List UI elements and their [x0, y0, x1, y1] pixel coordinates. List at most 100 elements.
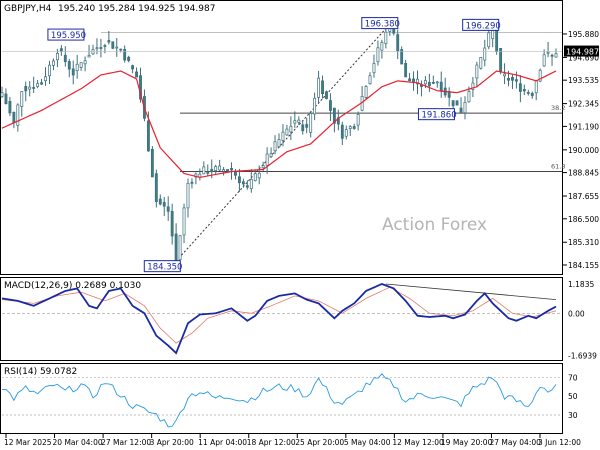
- macd-label: MACD(12,26,9) 0.2689 0.1030: [4, 281, 141, 291]
- candle-body: [75, 63, 79, 72]
- candle-body: [427, 82, 431, 87]
- candle-body: [63, 54, 67, 63]
- candle-body: [135, 71, 138, 78]
- candle-body: [550, 54, 554, 57]
- candle-body: [79, 62, 83, 68]
- price-tick-label: 193.535: [568, 76, 599, 85]
- candle-body: [154, 173, 158, 202]
- candle-body: [297, 119, 301, 123]
- candle-body: [487, 32, 491, 48]
- candle-body: [499, 47, 503, 72]
- candle-body: [511, 76, 514, 81]
- candle-body: [435, 81, 439, 84]
- candle-body: [542, 54, 546, 67]
- x-tick-label: 12 Mar 2025: [4, 438, 52, 447]
- candle-body: [408, 78, 412, 82]
- candle-body: [234, 171, 237, 176]
- candle-body: [36, 83, 40, 87]
- candle-body: [431, 82, 435, 84]
- rsi-panel: [0, 363, 563, 434]
- candle-body: [158, 198, 162, 205]
- candle-body: [475, 64, 479, 79]
- candle-body: [12, 111, 16, 124]
- candle-body: [131, 65, 135, 70]
- last-price-label: 194.987: [566, 48, 599, 57]
- price-level-label-box: [462, 18, 500, 31]
- candle-body: [127, 56, 131, 61]
- rsi-label: RSI(14) 59.0782: [4, 367, 77, 377]
- price-tick-label: 188.845: [568, 169, 599, 178]
- price-level-label: 196.290: [466, 21, 501, 31]
- price-level-label: 195.950: [51, 31, 86, 41]
- symbol-label: GBPJPY,H4: [4, 4, 52, 14]
- candle-body: [503, 73, 506, 77]
- candle-body: [329, 100, 332, 111]
- candle-body: [210, 168, 214, 173]
- macd-tick-label: -1.6939: [568, 351, 597, 360]
- signal-line: [1, 286, 557, 344]
- moving-average-line: [1, 70, 557, 179]
- rsi-tick-label: 70: [568, 373, 578, 382]
- candle-body: [285, 128, 289, 136]
- price-layer: 195.880 194.690 193.535 192.345 191.190 190.0…: [0, 17, 599, 273]
- candle-body: [99, 47, 103, 49]
- candle-body: [249, 179, 253, 189]
- candle-body: [483, 47, 487, 61]
- macd-trendline: [385, 283, 557, 301]
- candle-body: [352, 126, 356, 129]
- candle-body: [439, 81, 443, 92]
- candle-body: [451, 100, 455, 107]
- candle-body: [174, 233, 178, 262]
- candle-body: [522, 88, 526, 92]
- candle-body: [416, 78, 419, 85]
- candle-body: [44, 76, 47, 82]
- candle-body: [55, 52, 59, 61]
- macd-layer: 1.1835 0.00 -1.6939: [1, 280, 597, 360]
- candle-body: [230, 167, 233, 171]
- candle-body: [459, 107, 463, 113]
- rsi-tick-label: 50: [568, 392, 578, 401]
- price-level-label-box: [47, 28, 85, 41]
- candle-body: [293, 120, 297, 124]
- candle-body: [380, 42, 384, 51]
- candle-body: [16, 104, 20, 126]
- candle-body: [554, 53, 558, 58]
- candle-body: [372, 63, 376, 74]
- candle-body: [368, 75, 372, 85]
- candle-body: [226, 169, 229, 172]
- candle-body: [265, 153, 269, 166]
- candle-body: [538, 69, 542, 82]
- candle-body: [321, 80, 324, 95]
- candle-body: [400, 49, 404, 65]
- candle-body: [202, 166, 206, 175]
- x-tick-label: 27 May 04:00: [489, 438, 541, 447]
- candle-body: [170, 210, 174, 237]
- macd-tick-label: 0.00: [568, 309, 585, 318]
- candle-body: [222, 169, 226, 172]
- candle-body: [309, 113, 313, 133]
- candle-body: [186, 182, 190, 209]
- candle-body: [20, 91, 24, 107]
- ohlc-label: 195.240 195.284 194.925 194.987: [58, 4, 215, 14]
- candle-body: [463, 101, 467, 114]
- candle-body: [526, 92, 530, 94]
- price-level-label-box: [143, 260, 181, 273]
- price-tick-label: 184.155: [568, 261, 599, 270]
- price-tick-label: 187.655: [568, 192, 599, 201]
- candle-body: [59, 48, 63, 52]
- candle-body: [32, 87, 36, 89]
- x-tick-label: 18 Apr 12:00: [247, 438, 296, 447]
- candle-body: [87, 54, 91, 58]
- candle-body: [305, 124, 309, 128]
- price-level-label: 196.380: [365, 20, 400, 30]
- candle-body: [237, 176, 241, 184]
- candle-body: [24, 86, 28, 92]
- x-tick-label: 27 Mar 12:00: [101, 438, 151, 447]
- candle-body: [182, 207, 186, 236]
- candle-body: [123, 49, 127, 61]
- price-level-label: 191.860: [421, 111, 456, 121]
- fib-level-label: 61.8: [551, 163, 565, 171]
- price-panel: [0, 0, 563, 275]
- candle-body: [277, 139, 281, 148]
- rsi-layer: 70 50 30: [1, 373, 578, 428]
